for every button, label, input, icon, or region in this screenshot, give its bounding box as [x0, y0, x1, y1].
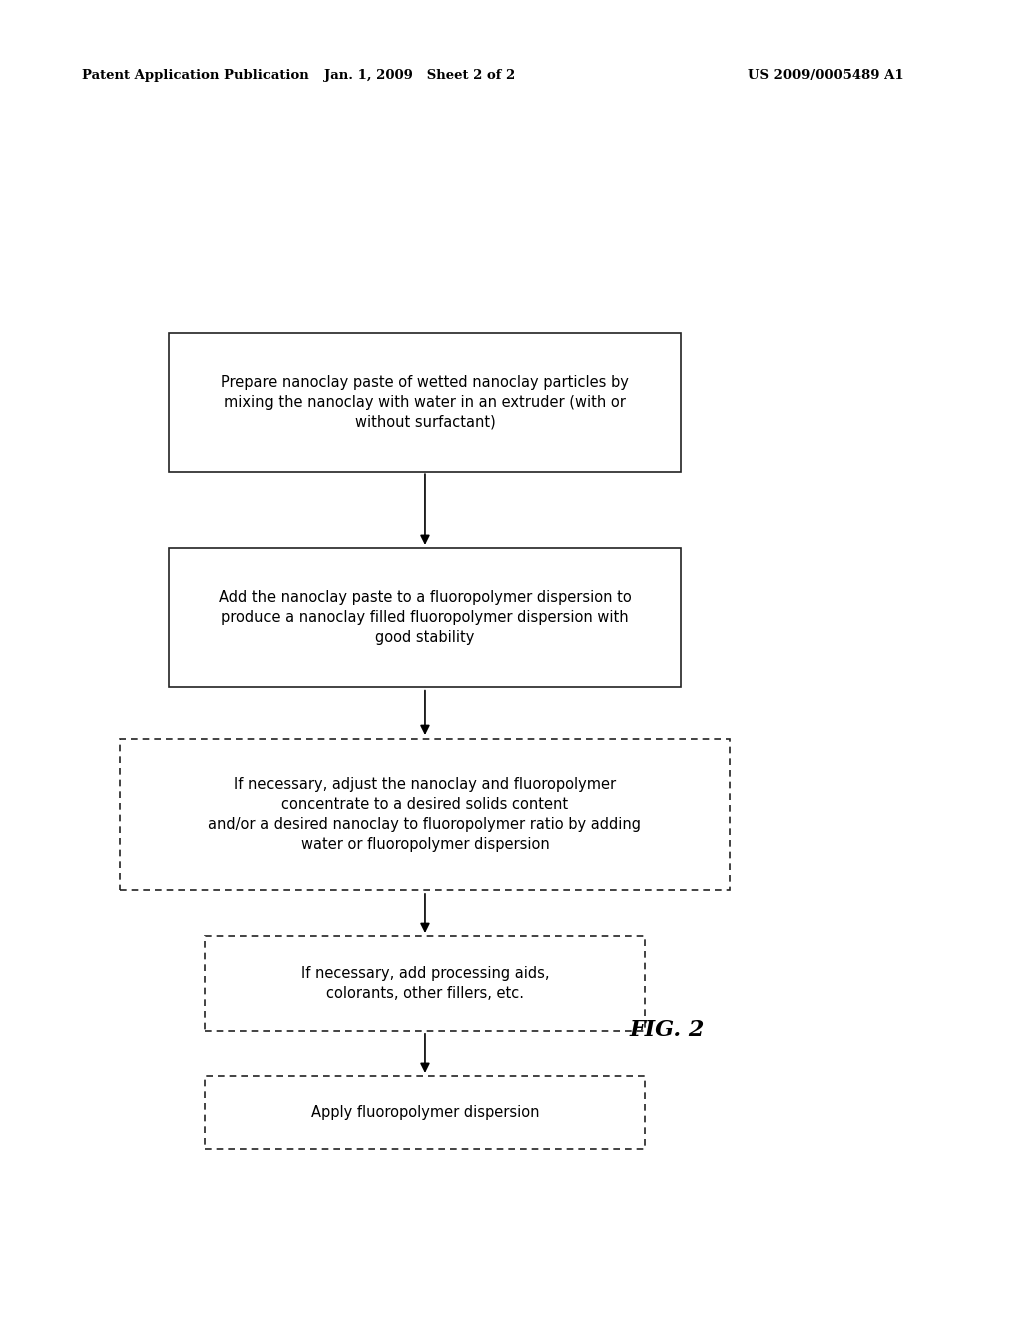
Bar — [169, 549, 681, 686]
Text: Jan. 1, 2009   Sheet 2 of 2: Jan. 1, 2009 Sheet 2 of 2 — [325, 69, 515, 82]
Bar — [121, 739, 729, 890]
Text: Prepare nanoclay paste of wetted nanoclay particles by
mixing the nanoclay with : Prepare nanoclay paste of wetted nanocla… — [221, 375, 629, 430]
Bar — [169, 333, 681, 471]
Text: If necessary, adjust the nanoclay and fluoropolymer
concentrate to a desired sol: If necessary, adjust the nanoclay and fl… — [209, 777, 641, 851]
Text: Patent Application Publication: Patent Application Publication — [82, 69, 308, 82]
Text: Add the nanoclay paste to a fluoropolymer dispersion to
produce a nanoclay fille: Add the nanoclay paste to a fluoropolyme… — [218, 590, 632, 645]
Text: Apply fluoropolymer dispersion: Apply fluoropolymer dispersion — [310, 1105, 540, 1121]
Text: If necessary, add processing aids,
colorants, other fillers, etc.: If necessary, add processing aids, color… — [301, 966, 549, 1001]
Bar — [205, 936, 645, 1031]
Bar — [205, 1077, 645, 1148]
Text: FIG. 2: FIG. 2 — [630, 1019, 706, 1041]
Text: US 2009/0005489 A1: US 2009/0005489 A1 — [748, 69, 903, 82]
